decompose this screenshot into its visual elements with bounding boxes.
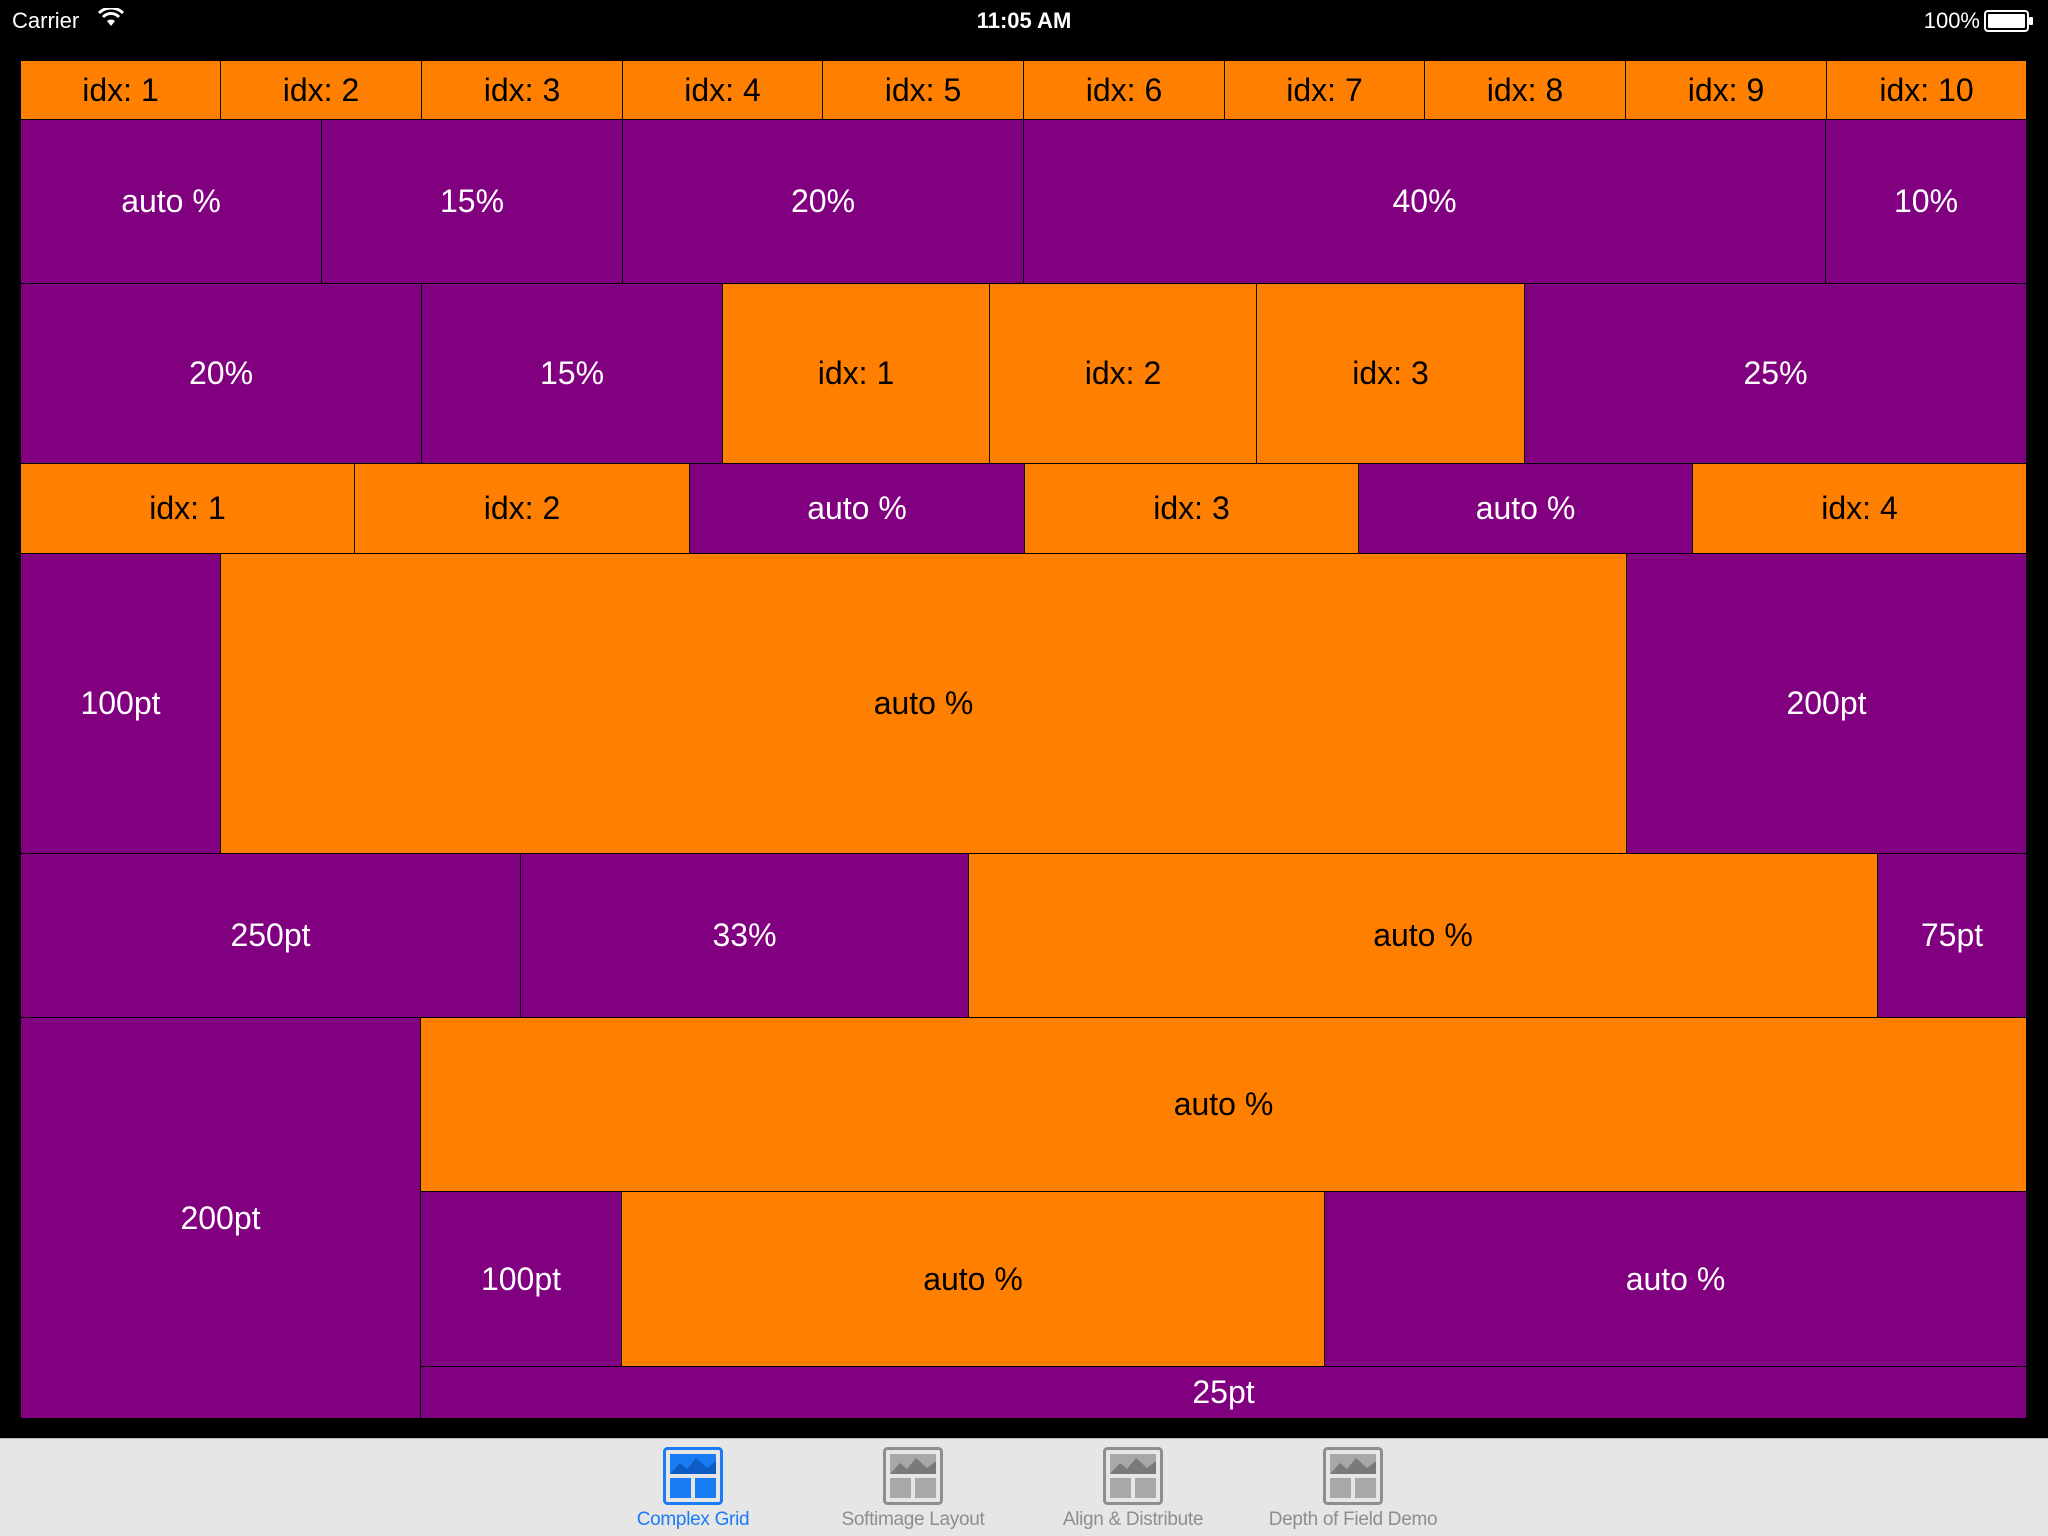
grid-cell: idx: 7 [1224, 60, 1425, 120]
grid-cell: auto % [689, 463, 1025, 554]
grid-cell: 40% [1023, 119, 1826, 284]
grid-cell: 33% [520, 853, 969, 1018]
grid-cell: idx: 3 [1024, 463, 1359, 554]
status-bar: Carrier 11:05 AM 100% [0, 0, 2048, 40]
tab-label: Align & Distribute [1062, 1509, 1204, 1530]
tab-label: Softimage Layout [841, 1509, 985, 1530]
tab-label: Complex Grid [636, 1509, 750, 1530]
clock-time: 11:05 AM [976, 8, 1072, 33]
grid-cell: 20% [20, 283, 422, 464]
grid-cell: auto % [1324, 1191, 2027, 1367]
grid-cell: idx: 3 [421, 60, 623, 120]
grid-cell: 25pt [420, 1366, 2027, 1419]
grid-cell: 75pt [1877, 853, 2027, 1018]
grid-cell: 20% [622, 119, 1024, 284]
grid-cell: idx: 4 [1692, 463, 2027, 554]
grid-cell: auto % [1358, 463, 1693, 554]
grid-cell: auto % [220, 553, 1627, 854]
battery-icon [1984, 10, 2034, 38]
grid-cell: idx: 8 [1424, 60, 1626, 120]
grid-cell: idx: 5 [822, 60, 1024, 120]
complex-grid-icon [663, 1447, 723, 1505]
grid-cell: 10% [1825, 119, 2027, 284]
grid-cell: 200pt [1626, 553, 2027, 854]
grid-cell: idx: 3 [1256, 283, 1525, 464]
grid-cell: idx: 10 [1826, 60, 2027, 120]
grid-cell: idx: 1 [722, 283, 990, 464]
tab-bar: Complex Grid Softimage Layout [0, 1438, 2048, 1536]
grid-cell: 15% [421, 283, 723, 464]
grid-cell: 100pt [420, 1191, 622, 1367]
carrier-label: Carrier [12, 8, 80, 33]
grid-cell: auto % [420, 1017, 2027, 1192]
battery-percentage: 100% [1923, 8, 1980, 33]
grid-cell: idx: 2 [354, 463, 690, 554]
grid-cell: 25% [1524, 283, 2027, 464]
grid-cell: 250pt [20, 853, 521, 1018]
grid-cell: idx: 2 [220, 60, 422, 120]
grid-cell: auto % [968, 853, 1878, 1018]
align-distribute-icon [1103, 1447, 1163, 1505]
tab-softimage-layout[interactable]: Softimage Layout [818, 1439, 1008, 1536]
grid-cell: 200pt [20, 1017, 421, 1419]
grid-cell: auto % [20, 119, 322, 284]
tab-label: Depth of Field Demo [1268, 1509, 1438, 1530]
grid-cell: idx: 4 [622, 60, 823, 120]
grid-cell: idx: 1 [20, 60, 221, 120]
grid-cell: idx: 2 [989, 283, 1257, 464]
grid-cell: idx: 9 [1625, 60, 1827, 120]
grid-cell: 100pt [20, 553, 221, 854]
tab-complex-grid[interactable]: Complex Grid [598, 1439, 788, 1536]
depth-of-field-icon [1323, 1447, 1383, 1505]
wifi-icon [97, 6, 125, 34]
grid-cell: idx: 1 [20, 463, 355, 554]
grid-cell: auto % [621, 1191, 1325, 1367]
complex-grid: idx: 1 idx: 2 idx: 3 idx: 4 idx: 5 idx: … [20, 60, 2027, 1419]
softimage-layout-icon [883, 1447, 943, 1505]
grid-cell: 15% [321, 119, 623, 284]
grid-cell: idx: 6 [1023, 60, 1225, 120]
tab-align-distribute[interactable]: Align & Distribute [1038, 1439, 1228, 1536]
tab-depth-of-field[interactable]: Depth of Field Demo [1258, 1439, 1448, 1536]
